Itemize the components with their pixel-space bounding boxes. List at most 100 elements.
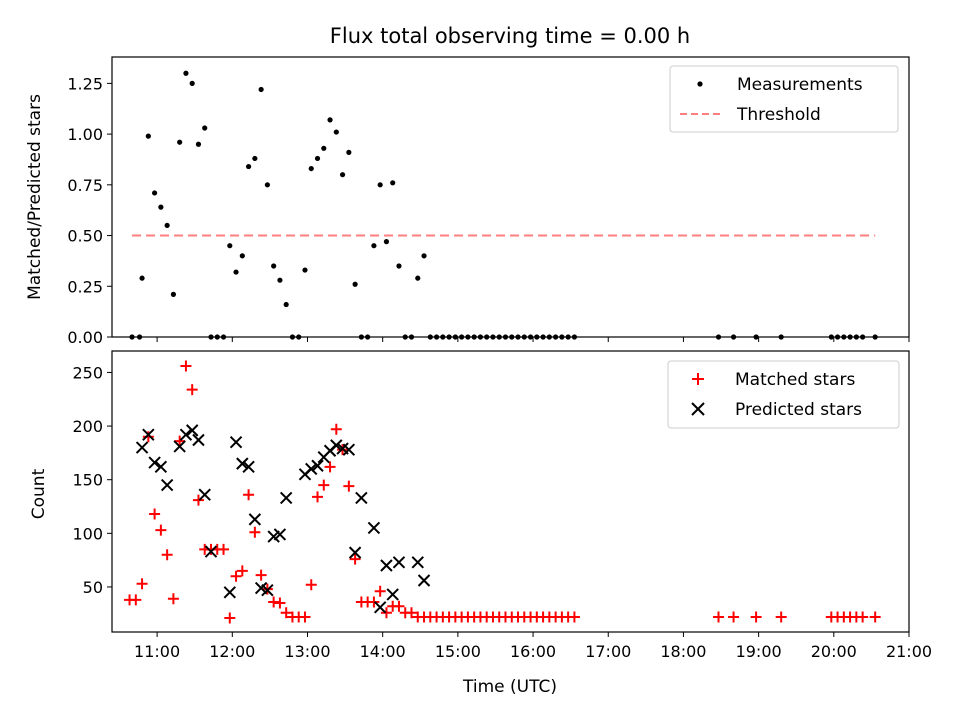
matched-stars-point	[230, 570, 242, 582]
matched-stars-point	[180, 360, 192, 372]
y-tick-label: 0.50	[67, 227, 103, 246]
matched-stars-point	[161, 549, 173, 561]
x-tick-label: 14:00	[360, 642, 406, 661]
measurement-point	[302, 267, 308, 273]
chart-title: Flux total observing time = 0.00 h	[330, 24, 690, 48]
matched-stars-point	[750, 611, 762, 623]
predicted-stars-point	[380, 559, 393, 572]
predicted-stars-point	[204, 545, 218, 558]
x-axis-label: Time (UTC)	[462, 677, 557, 697]
matched-stars-point	[713, 611, 725, 623]
matched-stars-point	[274, 597, 286, 609]
top-legend-box	[669, 65, 899, 133]
predicted-stars-point	[223, 586, 237, 599]
y-tick-label: 100	[72, 524, 103, 543]
x-tick-label: 13:00	[284, 642, 330, 661]
measurement-point	[383, 239, 390, 245]
measurement-point	[283, 301, 289, 308]
matched-stars-point	[349, 553, 361, 565]
matched-stars-point	[130, 594, 142, 606]
measurement-point	[145, 133, 151, 139]
bottom-legend-box	[667, 360, 900, 429]
measurement-point	[195, 141, 202, 147]
measurement-point	[152, 190, 158, 196]
bottom-axis-ticks: 50 100 150 200 250 11:00 12:00 13:00 14:00 15:00 1…	[72, 363, 932, 661]
matched-stars-point	[380, 607, 392, 619]
measurement-point	[202, 125, 208, 131]
legend-predicted-marker	[691, 402, 705, 416]
predicted-stars-point	[273, 528, 287, 541]
matched-stars-point	[312, 491, 324, 503]
predicted-stars-point	[160, 478, 174, 492]
x-tick-label: 18:00	[660, 642, 706, 661]
measurement-point	[396, 263, 402, 269]
predicted-stars-point	[411, 556, 424, 569]
measurement-point	[252, 155, 258, 162]
predicted-stars-point	[279, 491, 293, 505]
measurement-point	[352, 281, 358, 287]
predicted-stars-point	[242, 460, 255, 474]
x-tick-label: 17:00	[585, 642, 631, 661]
matched-stars-point	[186, 384, 198, 396]
measurement-point	[339, 172, 346, 178]
matched-stars-point	[728, 611, 740, 623]
predicted-stars-point	[248, 513, 262, 526]
matched-stars-point	[255, 569, 267, 581]
x-tick-label: 16:00	[510, 642, 556, 661]
y-tick-label: 0.75	[67, 176, 103, 195]
matched-stars-point	[869, 611, 881, 623]
top-plot-frame	[111, 56, 910, 338]
measurement-point	[227, 243, 233, 249]
measurement-point	[245, 163, 252, 170]
matched-stars-point	[167, 593, 179, 605]
matched-stars-point	[192, 494, 204, 506]
measurement-point	[189, 80, 195, 86]
measurement-point	[170, 291, 177, 297]
bottom-y-axis-label: Count	[29, 468, 49, 519]
bottom-legend: Matched stars Predicted stars	[667, 360, 900, 429]
matched-stars-point	[324, 461, 336, 473]
legend-threshold-label: Threshold	[736, 105, 821, 125]
matched-stars-point	[374, 585, 386, 597]
matched-stars-point	[174, 435, 186, 447]
y-tick-label: 0.25	[67, 277, 103, 296]
measurement-point	[321, 145, 327, 151]
predicted-stars-point	[305, 462, 318, 476]
predicted-stars-point	[367, 521, 381, 535]
matched-stars-point	[330, 423, 342, 435]
matched-stars-point	[305, 579, 317, 591]
predicted-stars-point	[311, 459, 324, 472]
x-tick-label: 21:00	[886, 642, 932, 661]
legend-measurements-marker	[697, 81, 703, 87]
measurement-point	[390, 180, 396, 186]
predicted-stars-point	[392, 556, 406, 569]
measurement-point	[164, 222, 170, 229]
predicted-stars-point	[229, 435, 243, 449]
top-y-axis-label: Matched/Predicted stars	[25, 94, 45, 300]
count-panel: Count Time (UTC) 50 100 150 200 250 11:00 12:0…	[29, 350, 932, 697]
predicted-stars-point	[179, 428, 193, 441]
measurement-point	[327, 117, 333, 123]
top-legend: Measurements Threshold	[669, 65, 899, 133]
measurement-point	[277, 277, 283, 283]
measurement-point	[258, 86, 264, 93]
matched-stars-point	[149, 508, 161, 520]
matched-stars-point	[857, 611, 869, 623]
measurement-point	[233, 269, 239, 275]
x-tick-label: 20:00	[811, 642, 857, 661]
measurement-point	[421, 253, 427, 259]
matched-stars-point	[218, 543, 230, 555]
predicted-stars-point	[142, 428, 155, 441]
y-tick-label: 0.00	[67, 328, 103, 347]
y-tick-label: 150	[72, 471, 103, 490]
matched-stars-point	[568, 611, 580, 623]
predicted-stars-point	[261, 583, 274, 597]
y-tick-label: 200	[72, 417, 103, 436]
matched-stars-point	[299, 611, 311, 623]
matched-stars-point	[318, 479, 330, 491]
predicted-stars-point	[348, 546, 362, 559]
predicted-stars-point	[236, 457, 249, 470]
matched-stars-point	[368, 596, 380, 608]
y-tick-label: 1.25	[67, 74, 103, 93]
